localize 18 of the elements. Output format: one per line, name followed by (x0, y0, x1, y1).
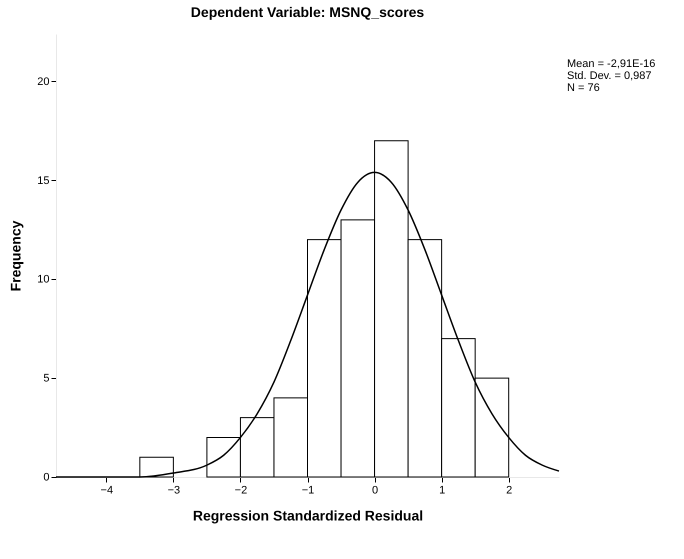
chart-title: Dependent Variable: MSNQ_scores (190, 4, 424, 20)
x-tick-label: 0 (372, 484, 378, 496)
x-tick-label: −3 (168, 484, 180, 496)
y-axis-title: Frequency (7, 220, 24, 292)
x-tick-label: −4 (100, 484, 114, 496)
y-tick-label: 10 (37, 274, 50, 286)
y-tick-label: 20 (37, 76, 50, 88)
text: Std. Dev. = 0,987 (567, 70, 652, 82)
x-tick-label: 2 (506, 484, 512, 496)
text: Mean = -2,91E-16 (567, 58, 656, 70)
x-axis-title: Regression Standardized Residual (192, 508, 424, 524)
x-tick-label: −2 (234, 484, 248, 496)
x-tick-label: 1 (439, 484, 446, 496)
text: N = 76 (567, 82, 600, 94)
y-tick-label: 0 (43, 472, 50, 484)
y-tick-label: 15 (37, 174, 50, 187)
x-tick-label: −1 (302, 484, 314, 496)
y-tick-label: 5 (43, 372, 50, 385)
